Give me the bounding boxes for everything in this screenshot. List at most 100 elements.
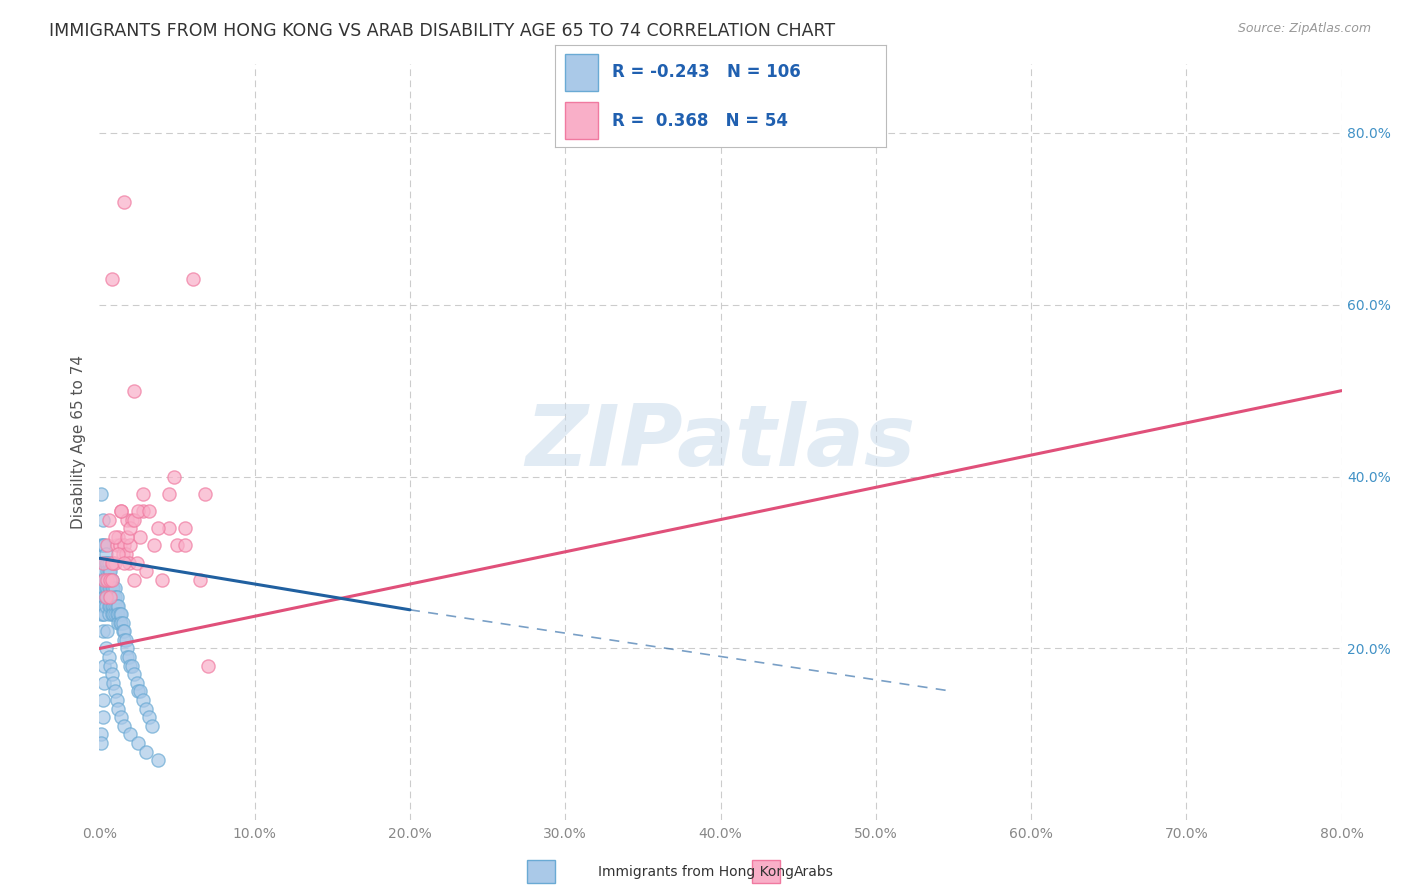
Point — [98, 658, 121, 673]
Point — [97, 599, 120, 613]
Point — [104, 556, 127, 570]
Text: R =  0.368   N = 54: R = 0.368 N = 54 — [612, 112, 787, 129]
Point — [96, 556, 118, 570]
Text: ZIPatlas: ZIPatlas — [526, 401, 915, 483]
Point — [91, 607, 114, 621]
Point — [101, 556, 124, 570]
Point — [104, 599, 127, 613]
Point — [118, 556, 141, 570]
Point — [94, 556, 117, 570]
Point — [101, 590, 124, 604]
Point — [91, 538, 114, 552]
Point — [117, 641, 139, 656]
Point — [101, 573, 124, 587]
Point — [91, 710, 114, 724]
Point — [97, 573, 120, 587]
Point — [98, 582, 121, 596]
Point — [128, 530, 150, 544]
Point — [117, 530, 139, 544]
Point — [132, 693, 155, 707]
Point — [104, 590, 127, 604]
Point — [108, 615, 131, 630]
Point — [114, 632, 136, 647]
Point — [101, 599, 124, 613]
Point — [97, 607, 120, 621]
Point — [128, 684, 150, 698]
Point — [120, 538, 142, 552]
Point — [101, 607, 124, 621]
Point — [91, 573, 114, 587]
Point — [150, 573, 173, 587]
Point — [157, 521, 180, 535]
Point — [97, 650, 120, 665]
Point — [93, 556, 115, 570]
Point — [135, 564, 157, 578]
Point — [148, 521, 170, 535]
Point — [90, 736, 112, 750]
Point — [120, 521, 142, 535]
Point — [94, 582, 117, 596]
Point — [101, 582, 124, 596]
Text: Arabs: Arabs — [794, 865, 834, 880]
Point — [101, 667, 124, 681]
Text: Source: ZipAtlas.com: Source: ZipAtlas.com — [1237, 22, 1371, 36]
Point — [107, 607, 129, 621]
Point — [97, 582, 120, 596]
Point — [122, 384, 145, 398]
Point — [112, 632, 135, 647]
Point — [93, 590, 115, 604]
Point — [93, 573, 115, 587]
Point — [107, 530, 129, 544]
Point — [103, 556, 125, 570]
Point — [97, 512, 120, 526]
Point — [135, 701, 157, 715]
Point — [96, 564, 118, 578]
Point — [105, 538, 128, 552]
Point — [94, 590, 117, 604]
Point — [111, 624, 134, 639]
Point — [142, 538, 165, 552]
Point — [91, 624, 114, 639]
Point — [103, 607, 125, 621]
Point — [114, 547, 136, 561]
Point — [90, 727, 112, 741]
Point — [103, 599, 125, 613]
Point — [96, 573, 118, 587]
Point — [90, 607, 112, 621]
Point — [94, 641, 117, 656]
Point — [101, 272, 124, 286]
Point — [110, 710, 132, 724]
Text: IMMIGRANTS FROM HONG KONG VS ARAB DISABILITY AGE 65 TO 74 CORRELATION CHART: IMMIGRANTS FROM HONG KONG VS ARAB DISABI… — [49, 22, 835, 40]
Point — [90, 538, 112, 552]
Point — [121, 658, 143, 673]
Point — [111, 615, 134, 630]
Point — [120, 727, 142, 741]
Point — [122, 512, 145, 526]
Text: R = -0.243   N = 106: R = -0.243 N = 106 — [612, 63, 800, 81]
Point — [103, 582, 125, 596]
Point — [94, 590, 117, 604]
Point — [91, 599, 114, 613]
Point — [125, 676, 148, 690]
Point — [163, 469, 186, 483]
Point — [98, 590, 121, 604]
Text: Immigrants from Hong Kong: Immigrants from Hong Kong — [598, 865, 793, 880]
Point — [107, 599, 129, 613]
Point — [94, 573, 117, 587]
Point — [90, 487, 112, 501]
Point — [91, 582, 114, 596]
Point — [104, 684, 127, 698]
Point — [118, 650, 141, 665]
Point — [96, 573, 118, 587]
Point — [112, 194, 135, 209]
Point — [110, 615, 132, 630]
Point — [111, 547, 134, 561]
Point — [94, 547, 117, 561]
Point — [103, 590, 125, 604]
Point — [98, 590, 121, 604]
Point — [127, 736, 149, 750]
Point — [96, 590, 118, 604]
Point — [112, 538, 135, 552]
Point — [103, 676, 125, 690]
Point — [173, 538, 195, 552]
